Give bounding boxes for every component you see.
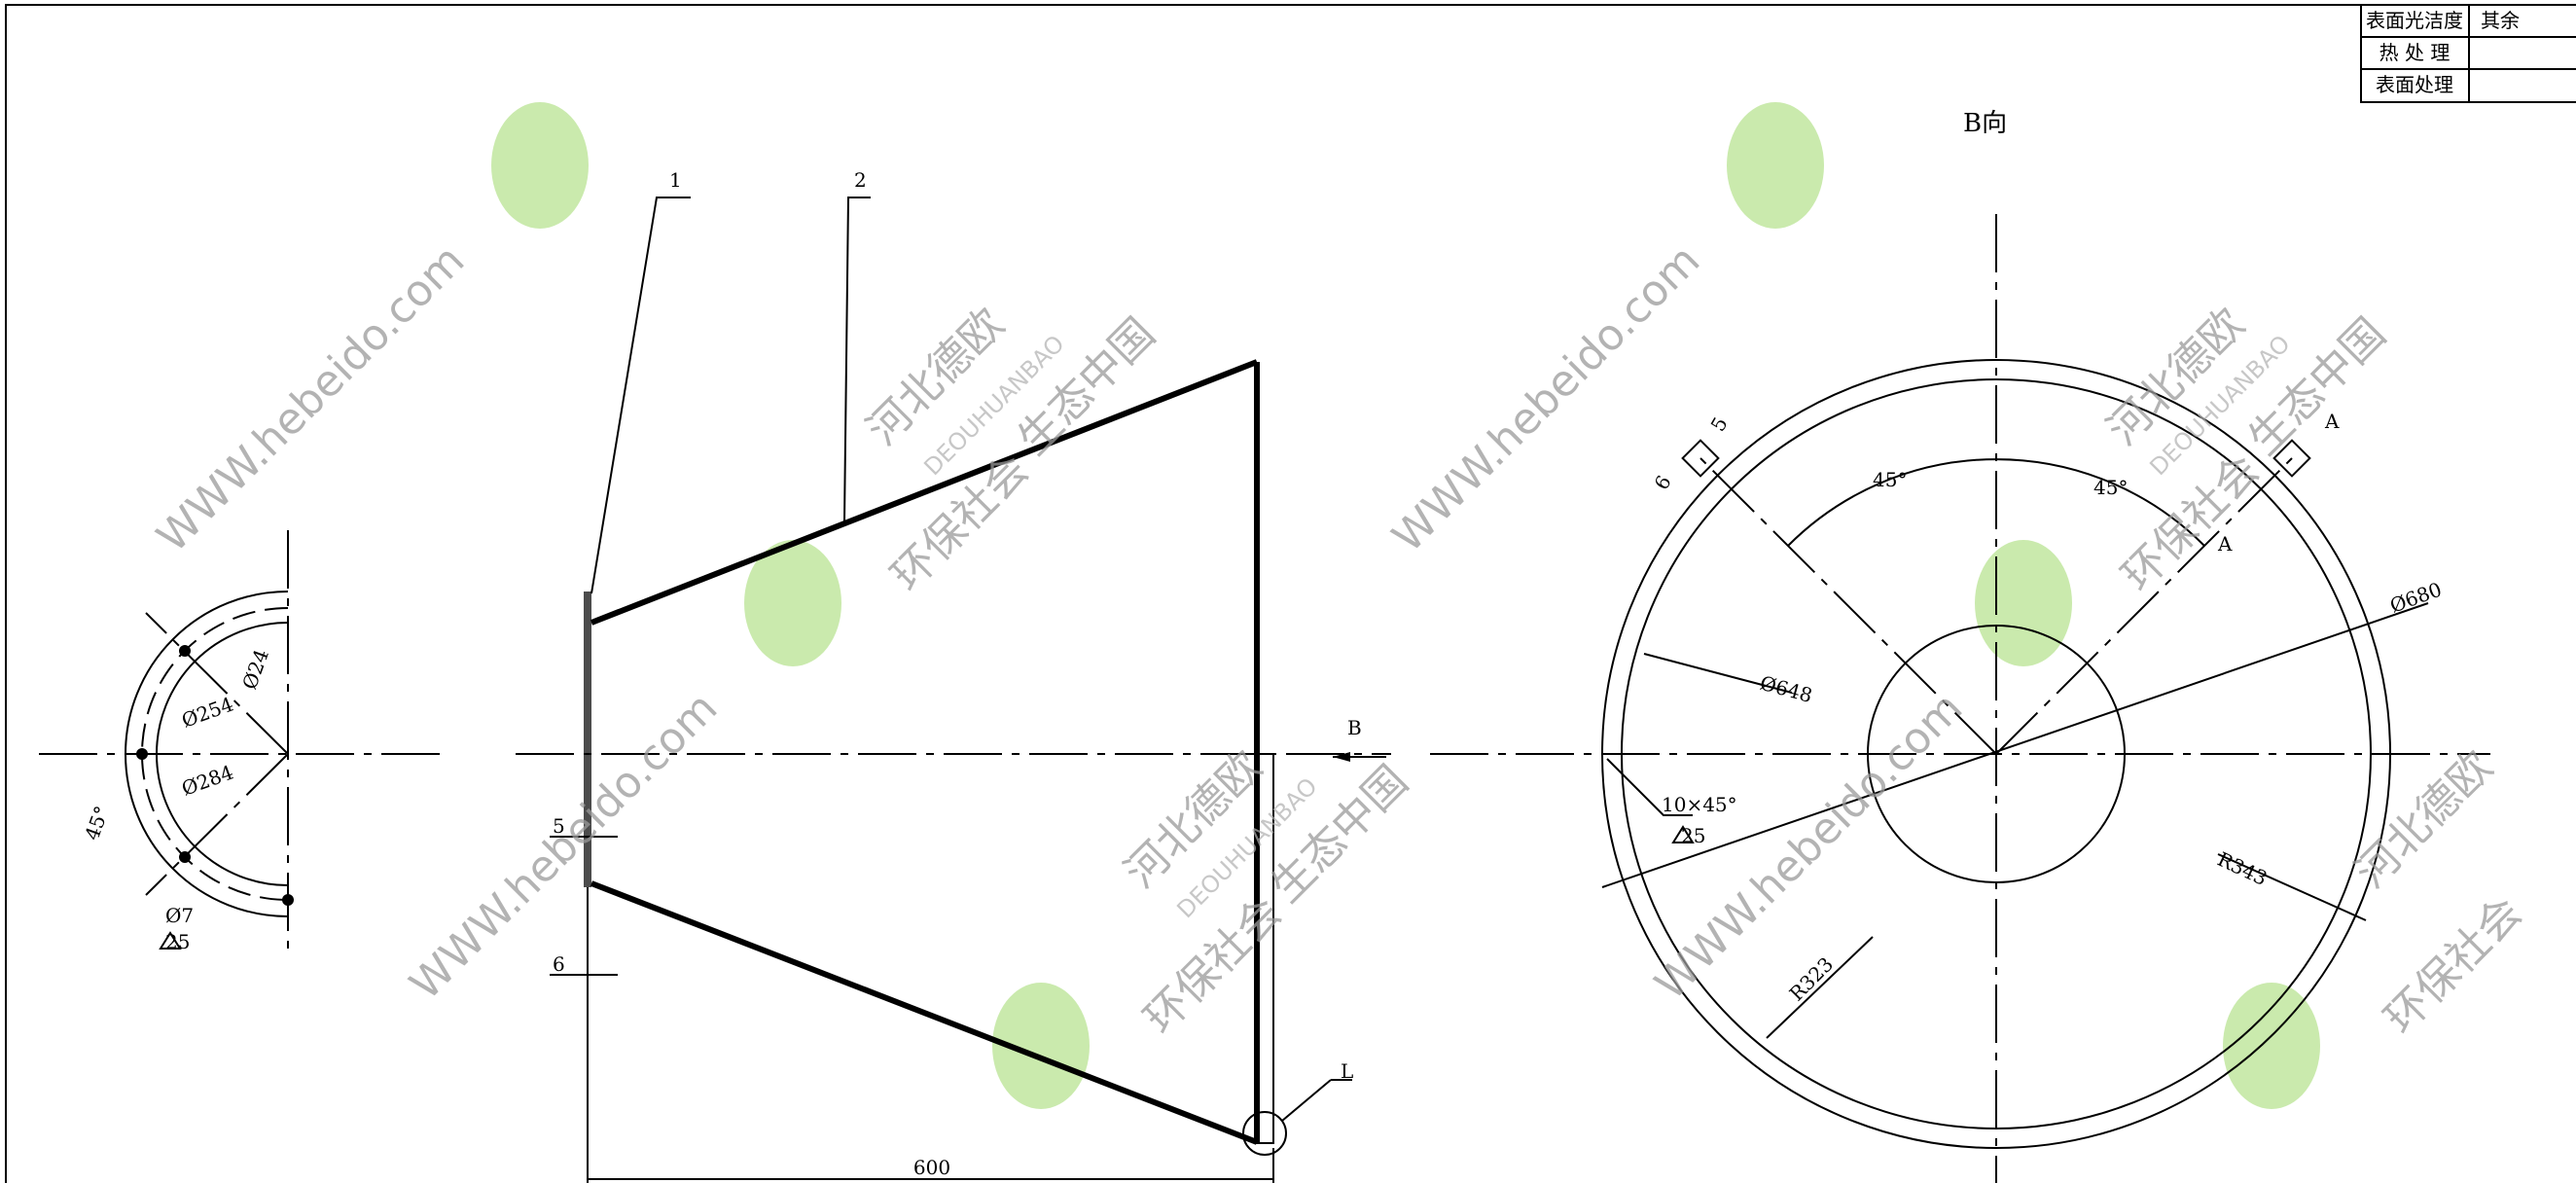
dim-label: Ø7	[165, 904, 194, 927]
marker-label: L	[1341, 1059, 1353, 1083]
front-view: B向 Ø680 Ø648 R343 R323 45° 45° 10×45° 25…	[1430, 109, 2490, 1183]
watermark: 生态中国	[1262, 756, 1418, 913]
watermark: WWW.hebeido.com	[1383, 235, 1710, 562]
drawing: 表面光洁度 其余 热 处 理 表面处理 Ø254 Ø284 Ø24 45° Ø7…	[0, 0, 2576, 1183]
marker-label: B	[1347, 716, 1362, 739]
part-number: 2	[854, 168, 867, 192]
watermark: 河北德欧	[2346, 741, 2503, 898]
view-title: B向	[1963, 109, 2007, 138]
watermark: 环保社会	[882, 445, 1039, 601]
row-label: 表面光洁度	[2366, 9, 2463, 32]
dim-label: R343	[2214, 847, 2271, 890]
watermark: 河北德欧	[1116, 741, 1272, 898]
dim-label: Ø24	[237, 646, 273, 693]
logo-frogs	[491, 102, 2320, 1109]
side-view: L B 1 2 5 6 600	[516, 168, 1391, 1183]
dim-label: 6	[1650, 471, 1676, 493]
chamfer-label: 10×45°	[1662, 793, 1737, 816]
dim-label: 5	[1706, 412, 1733, 435]
watermark: WWW.hebeido.com	[148, 235, 475, 562]
watermark: 生态中国	[2239, 308, 2396, 465]
watermark: 环保社会	[2376, 887, 2532, 1044]
row-label: 热 处 理	[2379, 41, 2451, 64]
dim-label: 6	[553, 952, 565, 976]
section-label: A	[2324, 410, 2340, 433]
angle-label: 45°	[1873, 468, 1907, 491]
angle-label: 45°	[2093, 476, 2128, 499]
left-view: Ø254 Ø284 Ø24 45° Ø7 25	[39, 530, 447, 953]
watermark: 环保社会	[2113, 445, 2270, 601]
dim-label: Ø680	[2387, 577, 2445, 617]
section-label: A	[2217, 532, 2233, 556]
dim-label: 600	[913, 1156, 950, 1179]
row-label: 表面处理	[2376, 73, 2453, 96]
watermark: 环保社会	[1135, 887, 1292, 1044]
dim-label: Ø254	[179, 692, 236, 732]
row-value: 其余	[2481, 9, 2520, 32]
border	[6, 5, 2576, 1183]
watermark: 河北德欧	[858, 299, 1015, 455]
part-number: 1	[669, 168, 682, 192]
dim-label: Ø284	[179, 760, 236, 800]
weld-label: 25	[1681, 824, 1705, 847]
dim-label: 45°	[80, 803, 114, 843]
watermarks: WWW.hebeido.com WWW.hebeido.com WWW.hebe…	[148, 235, 2532, 1044]
dim-label: Ø648	[1758, 671, 1815, 707]
weld-label: 25	[165, 930, 190, 953]
title-block: 表面光洁度 其余 热 处 理 表面处理	[2361, 5, 2576, 102]
